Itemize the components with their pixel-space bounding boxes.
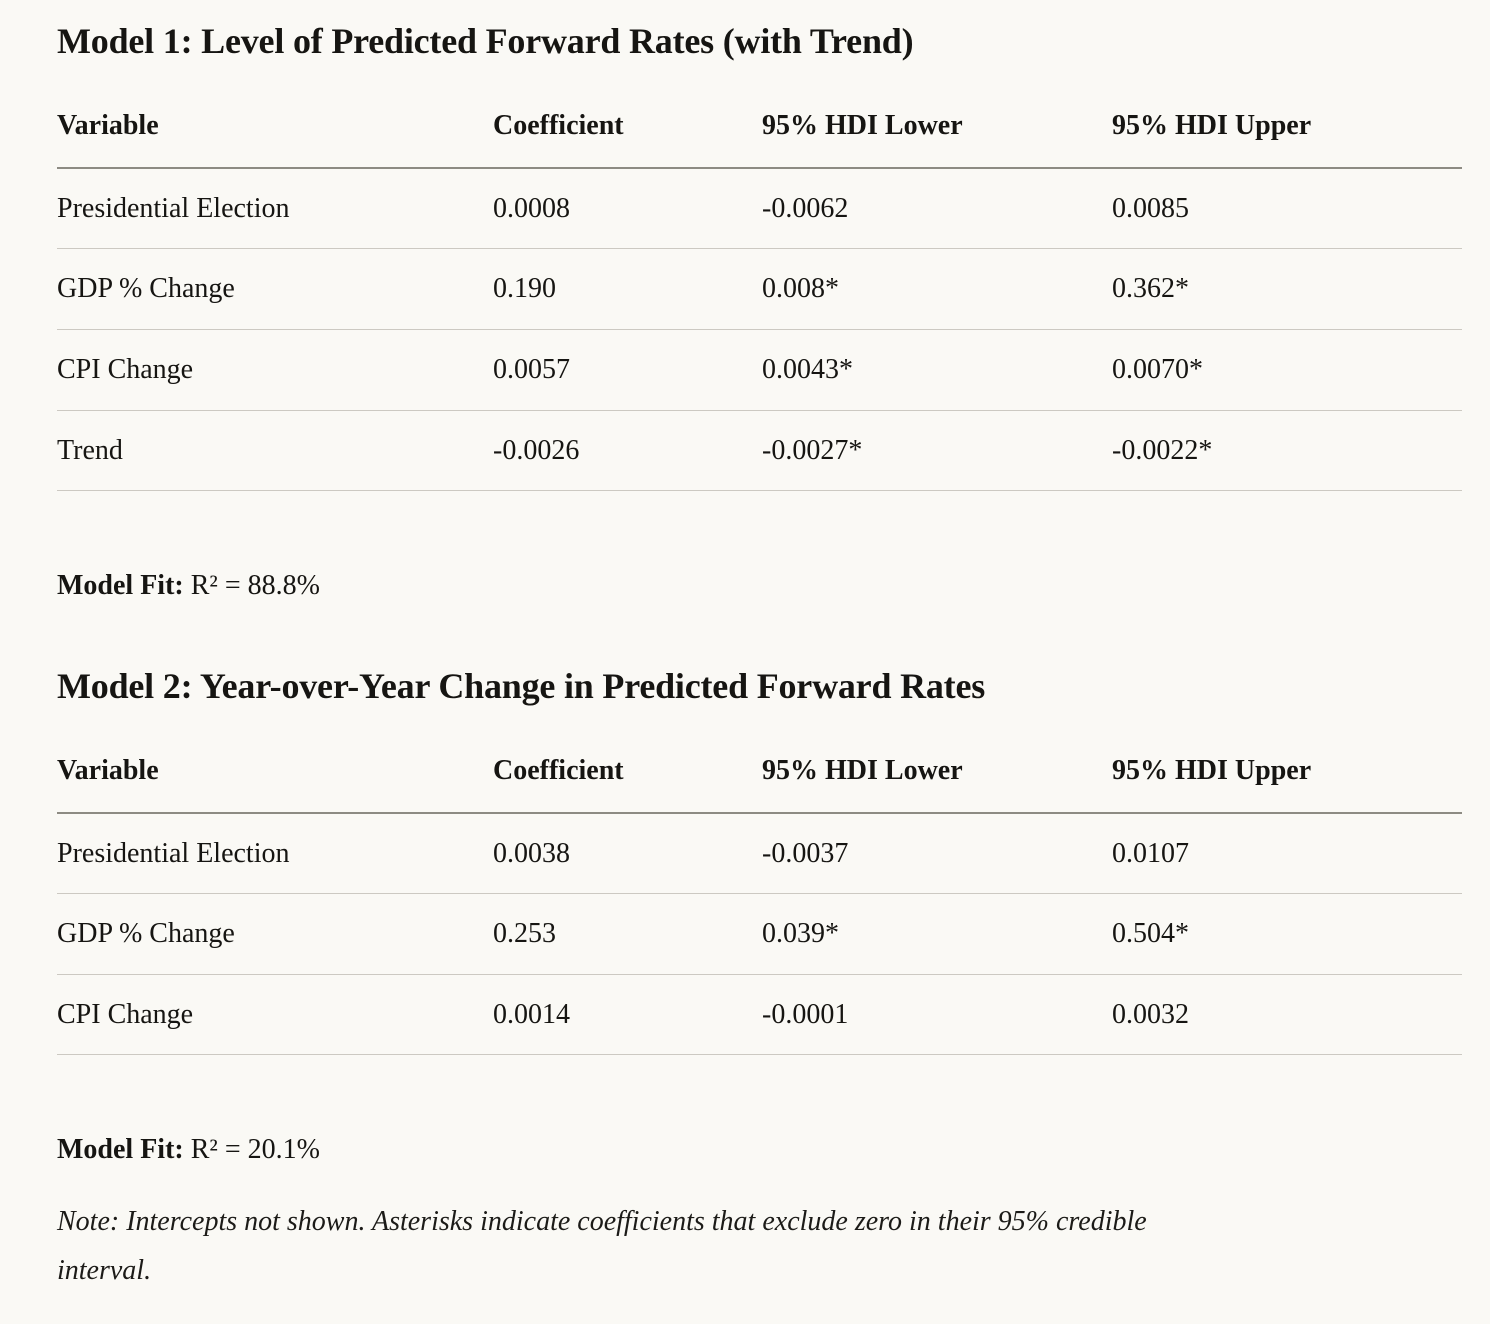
table-header-row: Variable Coefficient 95% HDI Lower 95% H… xyxy=(57,109,1462,169)
cell-hdi-lower: 0.008* xyxy=(762,248,1112,330)
cell-variable: GDP % Change xyxy=(57,893,493,975)
model-2-title: Model 2: Year-over-Year Change in Predic… xyxy=(57,665,986,706)
cell-hdi-lower: -0.0037 xyxy=(762,812,1112,895)
cell-hdi-upper: 0.0107 xyxy=(1112,812,1462,895)
cell-hdi-lower: -0.0001 xyxy=(762,974,1112,1056)
table-row: GDP % Change 0.253 0.039* 0.504* xyxy=(57,893,1462,975)
cell-hdi-upper: -0.0022* xyxy=(1112,410,1462,492)
cell-hdi-lower: -0.0062 xyxy=(762,167,1112,250)
column-header-coefficient: Coefficient xyxy=(493,753,762,814)
column-header-hdi-upper: 95% HDI Upper xyxy=(1112,753,1462,814)
cell-coefficient: 0.0038 xyxy=(493,812,762,895)
table-row: CPI Change 0.0014 -0.0001 0.0032 xyxy=(57,974,1462,1056)
cell-hdi-lower: -0.0027* xyxy=(762,410,1112,492)
model-fit-label: Model Fit: xyxy=(57,570,184,602)
cell-variable: Trend xyxy=(57,410,493,492)
cell-variable: CPI Change xyxy=(57,329,493,411)
cell-hdi-lower: 0.039* xyxy=(762,893,1112,975)
cell-variable: CPI Change xyxy=(57,974,493,1056)
model-1-table: Variable Coefficient 95% HDI Lower 95% H… xyxy=(57,109,1462,492)
cell-variable: Presidential Election xyxy=(57,812,493,895)
cell-hdi-upper: 0.504* xyxy=(1112,893,1462,975)
cell-coefficient: 0.0057 xyxy=(493,329,762,411)
table-header-row: Variable Coefficient 95% HDI Lower 95% H… xyxy=(57,753,1462,814)
column-header-hdi-lower: 95% HDI Lower xyxy=(762,753,1112,814)
model-1-section: Model 1: Level of Predicted Forward Rate… xyxy=(57,20,1462,603)
model-1-fit: Model Fit: R² = 88.8% xyxy=(57,569,1462,603)
table-row: GDP % Change 0.190 0.008* 0.362* xyxy=(57,248,1462,330)
column-header-coefficient: Coefficient xyxy=(493,109,762,169)
cell-variable: Presidential Election xyxy=(57,167,493,250)
model-fit-value: R² = 20.1% xyxy=(190,1134,320,1166)
column-header-variable: Variable xyxy=(57,109,493,169)
cell-hdi-upper: 0.0070* xyxy=(1112,329,1462,411)
cell-coefficient: 0.253 xyxy=(493,893,762,975)
cell-coefficient: 0.0014 xyxy=(493,974,762,1056)
column-header-variable: Variable xyxy=(57,753,493,814)
model-1-title: Model 1: Level of Predicted Forward Rate… xyxy=(57,21,914,61)
table-row: Presidential Election 0.0008 -0.0062 0.0… xyxy=(57,167,1462,250)
cell-hdi-upper: 0.362* xyxy=(1112,248,1462,330)
table-row: Presidential Election 0.0038 -0.0037 0.0… xyxy=(57,812,1462,895)
footnote: Note: Intercepts not shown. Asterisks in… xyxy=(57,1205,1147,1286)
cell-coefficient: 0.190 xyxy=(493,248,762,330)
table-row: CPI Change 0.0057 0.0043* 0.0070* xyxy=(57,329,1462,411)
model-2-fit: Model Fit: R² = 20.1% xyxy=(57,1133,1462,1167)
model-2-table: Variable Coefficient 95% HDI Lower 95% H… xyxy=(57,753,1462,1056)
table-row: Trend -0.0026 -0.0027* -0.0022* xyxy=(57,410,1462,492)
cell-coefficient: -0.0026 xyxy=(493,410,762,492)
model-fit-label: Model Fit: xyxy=(57,1134,184,1166)
column-header-hdi-lower: 95% HDI Lower xyxy=(762,109,1112,169)
model-fit-value: R² = 88.8% xyxy=(190,570,320,602)
cell-hdi-upper: 0.0085 xyxy=(1112,167,1462,250)
cell-hdi-upper: 0.0032 xyxy=(1112,974,1462,1056)
cell-coefficient: 0.0008 xyxy=(493,167,762,250)
column-header-hdi-upper: 95% HDI Upper xyxy=(1112,109,1462,169)
model-2-section: Model 2: Year-over-Year Change in Predic… xyxy=(57,665,1462,1167)
cell-variable: GDP % Change xyxy=(57,248,493,330)
cell-hdi-lower: 0.0043* xyxy=(762,329,1112,411)
